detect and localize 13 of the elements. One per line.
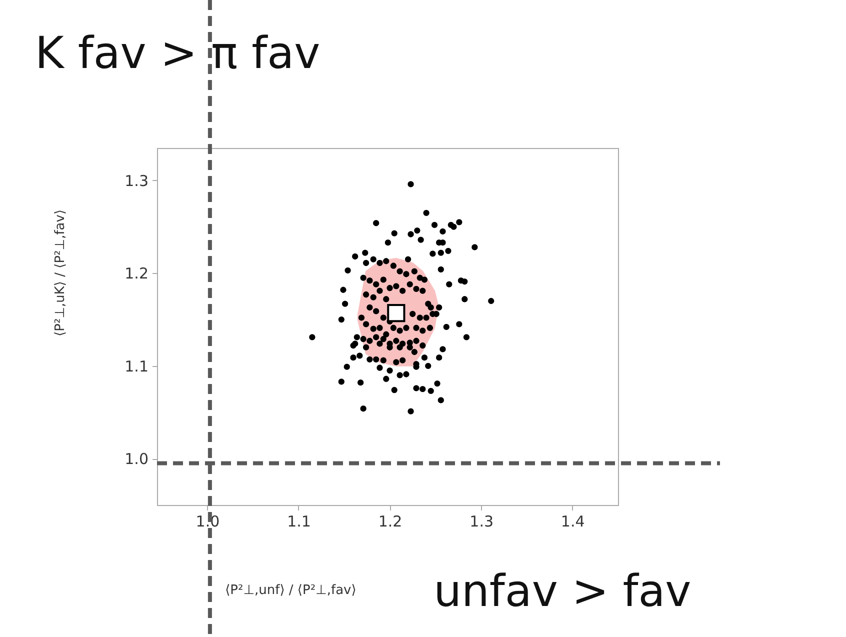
- y-tick-label: 1.2: [124, 264, 148, 283]
- x-tick-label: 1.0: [196, 512, 220, 530]
- text: unfav > fav: [434, 566, 692, 617]
- x-tick-label: 1.2: [378, 512, 402, 530]
- y-tick-label: 1.3: [124, 172, 148, 190]
- x-tick-label: 1.4: [560, 512, 585, 530]
- y-axis-title: ⟨P²⊥,uK⟩ / ⟨P²⊥,fav⟩: [53, 209, 68, 336]
- chart-title: K fav > π fav: [35, 28, 320, 79]
- x-tick-label: 1.1: [287, 512, 311, 530]
- y-tick-label: 1.1: [124, 357, 148, 376]
- x-tick-label: 1.3: [470, 512, 494, 530]
- y-tick-label: 1.0: [124, 450, 148, 468]
- x-axis-title: ⟨P²⊥,unf⟩ / ⟨P²⊥,fav⟩: [225, 583, 356, 598]
